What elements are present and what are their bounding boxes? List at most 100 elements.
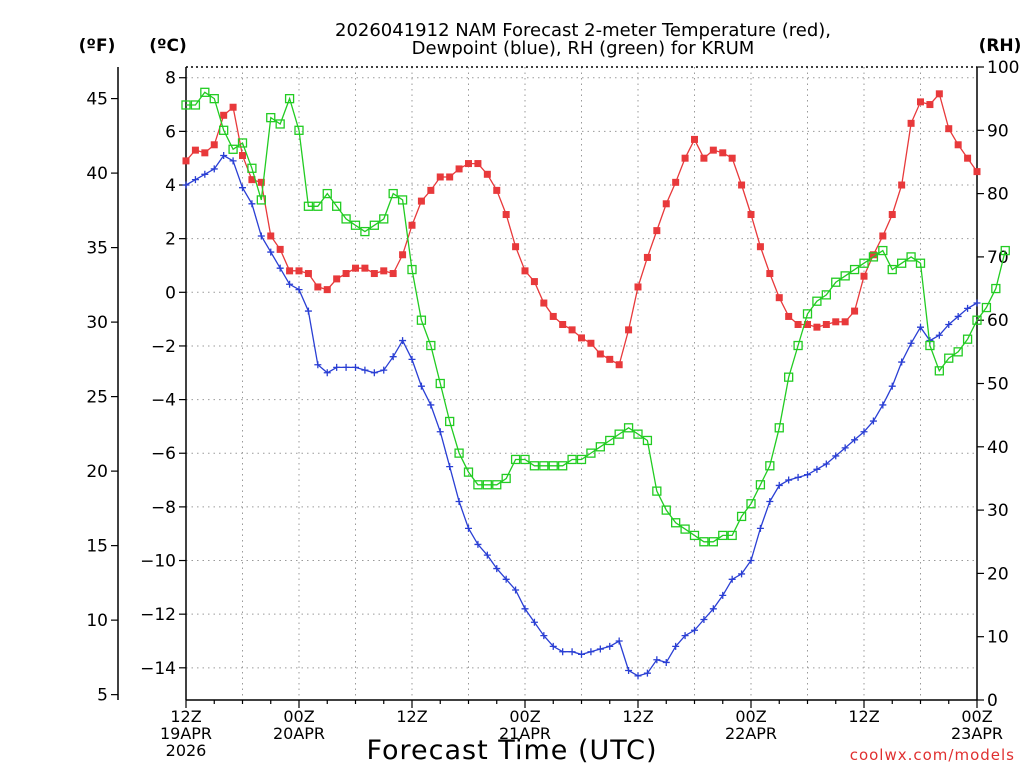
temperature-point: [257, 178, 265, 186]
dewpoint-point: [436, 428, 444, 436]
grid-lines: [186, 67, 977, 700]
dewpoint-point: [794, 473, 802, 481]
temperature-point: [681, 154, 689, 162]
temperature-point: [719, 149, 727, 157]
temperature-point: [964, 154, 972, 162]
rh-point: [736, 511, 747, 522]
dewpoint-point: [502, 575, 510, 583]
temperature-point: [182, 157, 190, 165]
rh-point: [360, 226, 370, 237]
temperature-point: [361, 264, 369, 272]
rh-tick-label: 0: [987, 691, 998, 711]
rh-point: [953, 347, 963, 357]
rh-point: [586, 448, 596, 458]
rh-point: [915, 258, 926, 268]
dewpoint-point: [352, 363, 359, 371]
rh-point: [944, 353, 954, 363]
rh-point: [379, 214, 389, 224]
temperature-point: [596, 350, 604, 358]
dewpoint-point: [691, 626, 698, 634]
temperature-point: [465, 160, 472, 168]
dewpoint-point: [361, 366, 369, 374]
temperature-point: [747, 211, 755, 219]
celsius-tick-label: 4: [165, 176, 176, 196]
chart-title-line-2: Dewpoint (blue), RH (green) for KRUM: [412, 38, 755, 59]
series-rh: [181, 87, 1010, 547]
temperature-point: [907, 119, 915, 127]
rh-point: [972, 315, 982, 325]
dewpoint-point: [380, 366, 388, 374]
dewpoint-point: [474, 540, 482, 548]
dewpoint-point: [455, 498, 463, 506]
rh-point: [784, 372, 794, 382]
temperature-point: [276, 245, 284, 253]
celsius-tick-label: −8: [151, 498, 176, 518]
rh-point: [369, 220, 379, 230]
dewpoint-point: [578, 650, 585, 658]
rh-point: [887, 264, 897, 275]
rh-point: [699, 537, 709, 547]
rh-point: [247, 163, 257, 173]
dewpoint-point: [530, 618, 538, 626]
rh-point: [614, 429, 624, 439]
celsius-tick-label: −14: [140, 659, 176, 679]
rh-point: [266, 112, 276, 123]
dewpoint-point: [493, 565, 501, 573]
celsius-tick-label: 0: [165, 283, 176, 303]
rh-point: [501, 473, 511, 484]
rh-point: [633, 429, 643, 439]
rh-tick-label: 40: [987, 438, 1009, 458]
dewpoint-point: [822, 460, 830, 468]
dewpoint-point: [465, 524, 472, 532]
fahrenheit-tick-label: 40: [86, 164, 108, 184]
chart-title-line-1: 2026041912 NAM Forecast 2-meter Temperat…: [335, 20, 831, 41]
temperature-point: [606, 355, 614, 363]
temperature-point: [898, 181, 906, 189]
rh-point: [755, 480, 766, 490]
celsius-tick-label: 6: [165, 122, 176, 142]
celsius-tick-label: 8: [165, 69, 176, 89]
dewpoint-point: [568, 648, 576, 656]
temperature-point: [869, 251, 877, 259]
fahrenheit-tick-label: 35: [86, 239, 108, 259]
rh-point: [859, 258, 869, 268]
fahrenheit-unit-label: (ºF): [79, 36, 116, 56]
rh-point: [793, 340, 803, 351]
rh-point: [671, 518, 681, 528]
rh-point: [520, 454, 530, 465]
dewpoint-point: [775, 481, 783, 489]
temperature-point: [973, 168, 981, 176]
rh-point: [445, 416, 455, 427]
rh-point: [821, 290, 831, 300]
rh-point: [341, 214, 351, 224]
dewpoint-point: [446, 463, 454, 471]
rh-tick-label: 10: [987, 628, 1009, 648]
celsius-tick-label: 2: [165, 230, 176, 250]
rh-point: [840, 271, 850, 281]
temperature-point: [201, 149, 209, 157]
dewpoint-point: [747, 557, 755, 565]
dewpoint-point: [191, 176, 199, 184]
dewpoint-point: [973, 299, 981, 307]
rh-tick-label: 20: [987, 564, 1009, 584]
temperature-point: [917, 98, 924, 106]
series-dewpoint: [182, 152, 981, 680]
dewpoint-point: [304, 307, 312, 315]
time-tick-label: 00Z: [961, 707, 992, 726]
dewpoint-point: [295, 286, 303, 294]
rh-point: [482, 480, 492, 490]
series-line: [186, 91, 1006, 543]
temperature-point: [540, 299, 548, 307]
rh-point: [962, 334, 973, 344]
temperature-point: [380, 267, 388, 275]
temperature-point: [935, 90, 943, 98]
rh-point: [529, 461, 540, 471]
time-tick-label: 23APR: [951, 724, 1003, 743]
temperature-point: [766, 270, 774, 278]
rh-point: [708, 537, 718, 547]
rh-point: [868, 252, 879, 262]
temperature-point: [785, 312, 793, 320]
rh-point: [322, 188, 332, 199]
dewpoint-point: [954, 312, 962, 320]
dewpoint-point: [370, 369, 378, 377]
